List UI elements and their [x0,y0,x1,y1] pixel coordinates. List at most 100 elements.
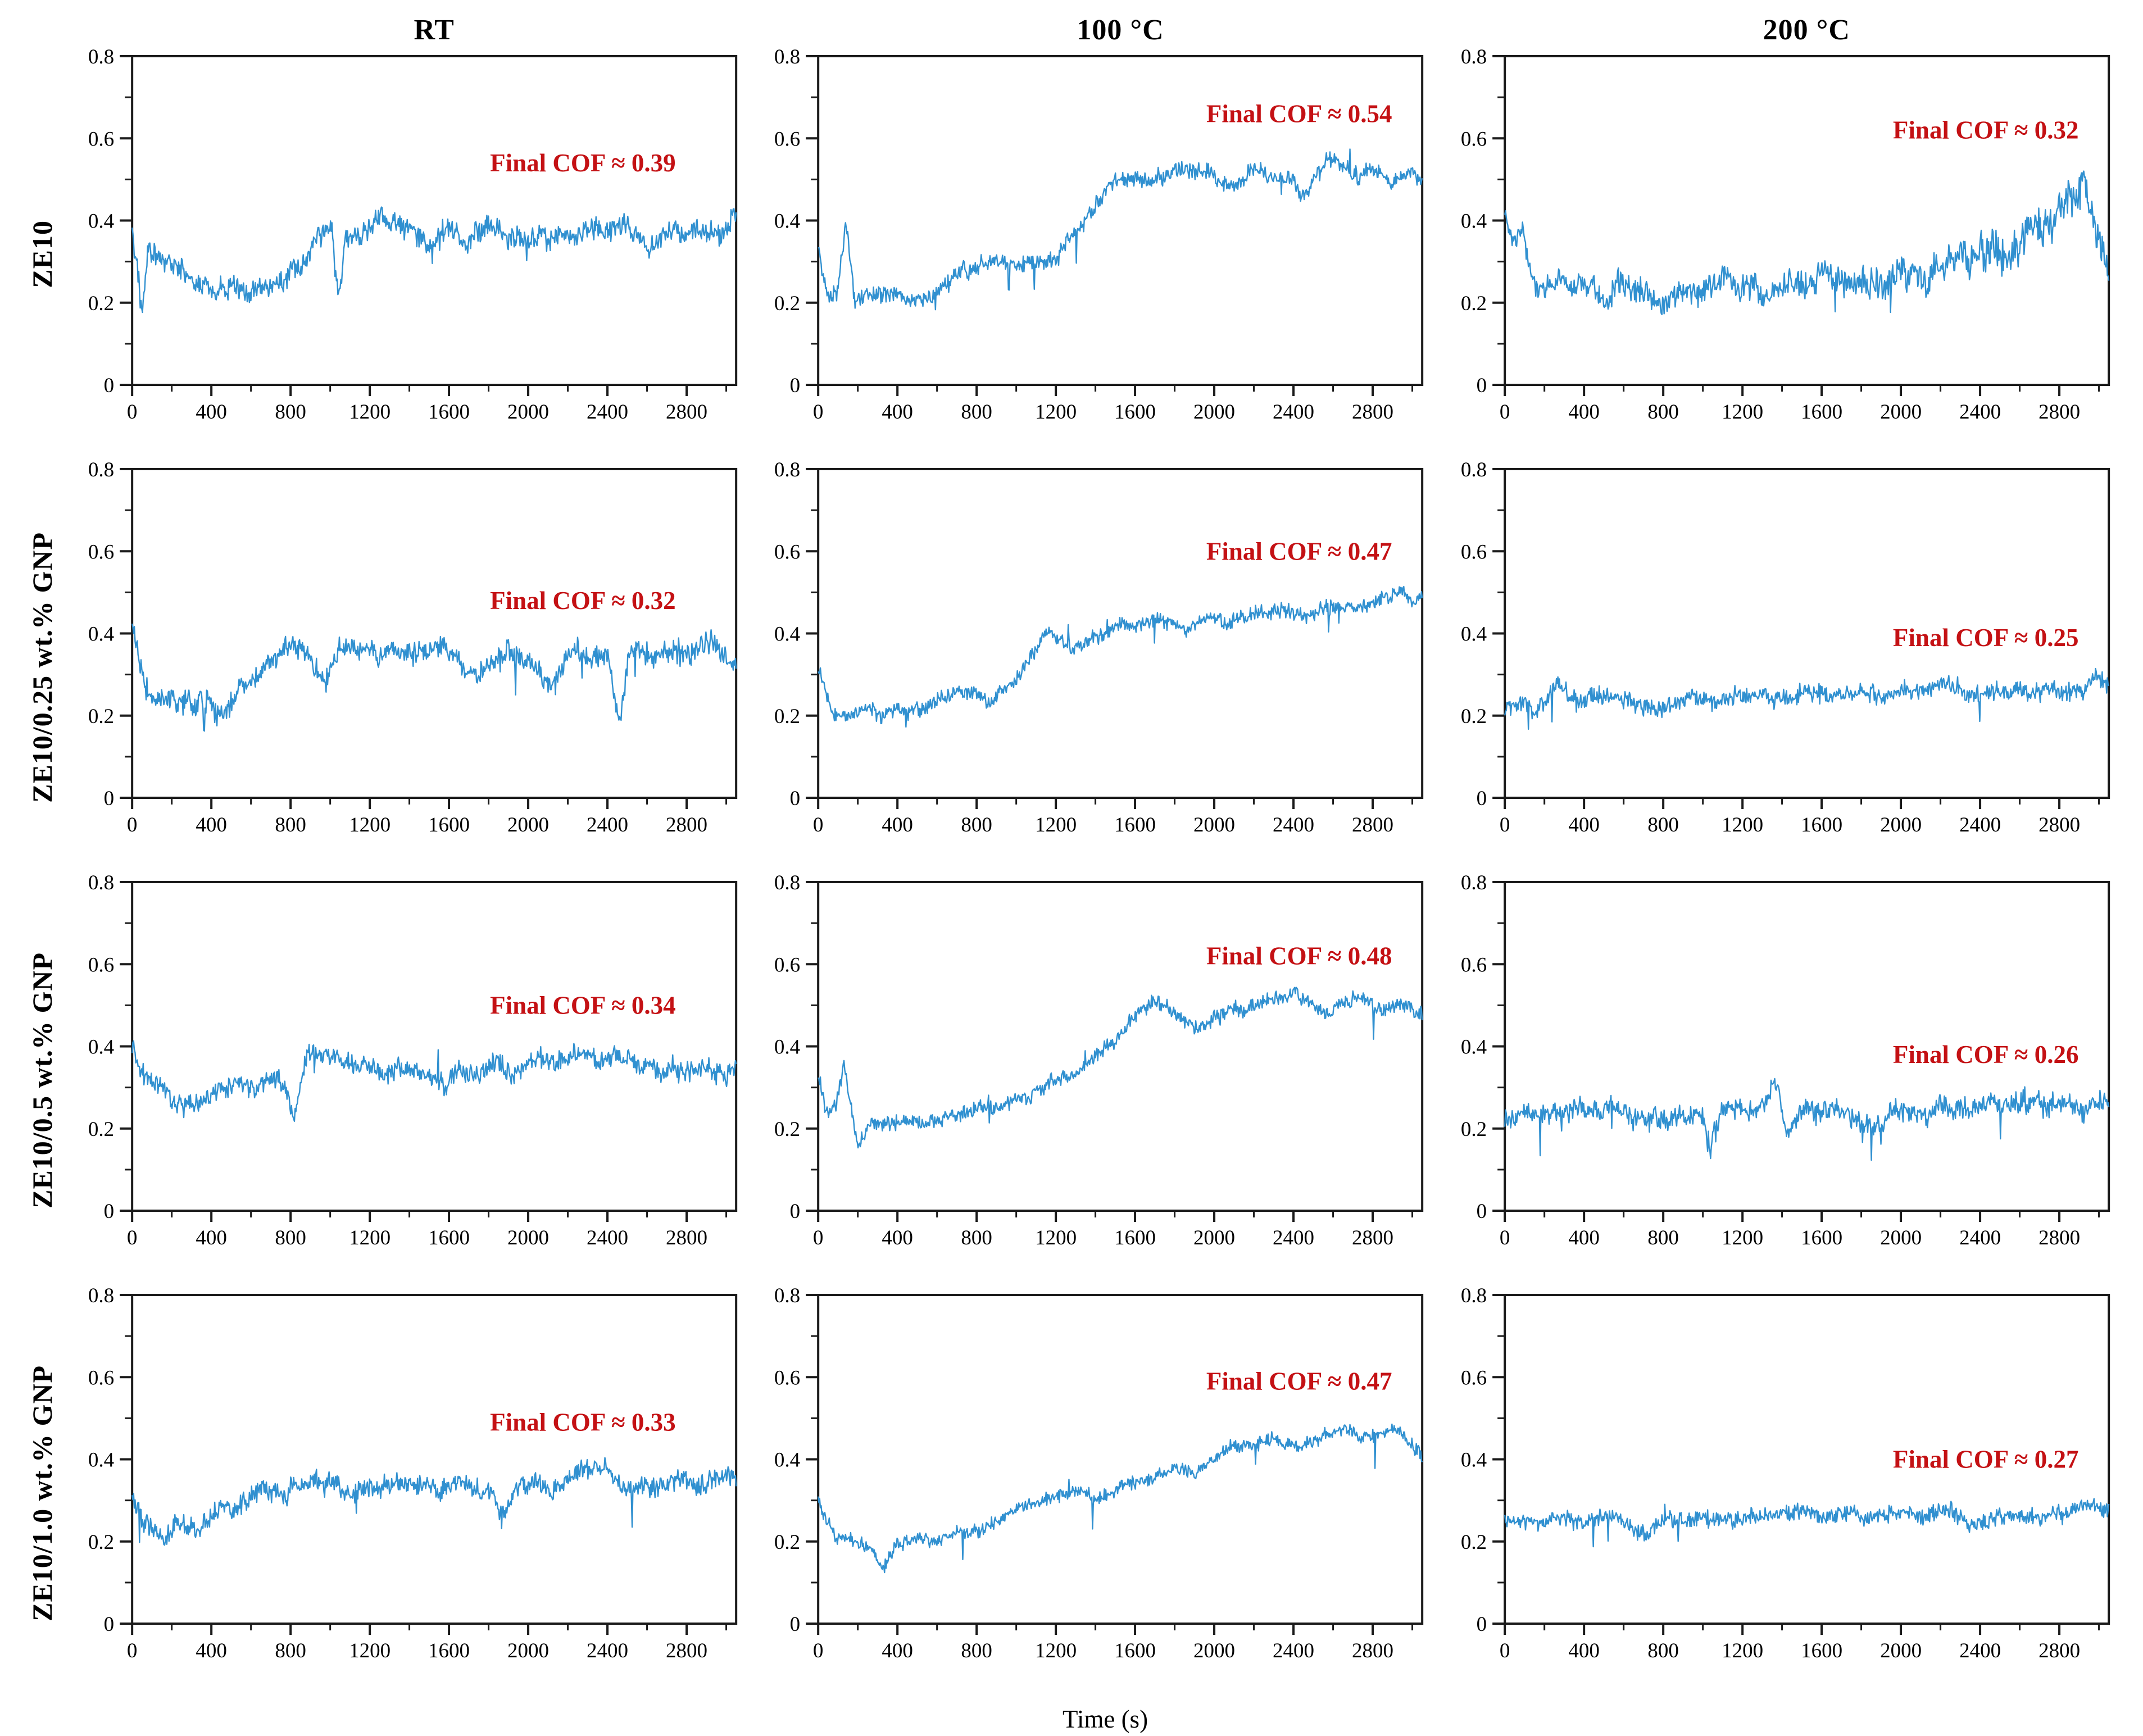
y-axis-tick-labels: 0 0.2 0.4 0.6 0.8 [1461,461,1487,810]
cof-chart: 0 0.2 0.4 0.6 0.8 0 400 800 1200 1600 2000 2400 280… [88,874,738,1249]
major-ticks [120,468,688,809]
final-cof-annotation: Final COF ≈ 0.25 [1893,624,2079,652]
svg-text:1200: 1200 [1035,1639,1077,1662]
minor-ticks [125,509,728,805]
chart-grid: ZE10 0 0.2 0.4 0.6 0.8 0 400 800 1200 1600 2000 24… [0,48,2143,1699]
svg-text:1600: 1600 [1114,1639,1156,1662]
minor-ticks [1497,509,2100,805]
svg-text:0.4: 0.4 [774,1449,800,1472]
svg-text:0.4: 0.4 [774,210,800,233]
x-axis-tick-labels: 0 400 800 1200 1600 2000 2400 2800 [127,814,707,837]
cof-line [131,1040,737,1122]
svg-text:2800: 2800 [666,814,707,837]
y-axis-tick-labels: 0 0.2 0.4 0.6 0.8 [1461,1287,1487,1636]
plot-frame [817,55,1424,386]
svg-text:2400: 2400 [1273,1226,1314,1249]
svg-text:2800: 2800 [666,1639,707,1662]
plot-frame [131,1294,738,1625]
major-ticks [1492,468,2060,809]
cof-line [1504,667,2109,730]
svg-text:0: 0 [813,814,824,837]
row-label: ZE10 [0,48,84,461]
x-axis-tick-labels: 0 400 800 1200 1600 2000 2400 2800 [1500,1226,2080,1249]
svg-text:0.4: 0.4 [88,623,114,646]
svg-text:400: 400 [1568,814,1600,837]
svg-text:400: 400 [1568,401,1600,424]
svg-text:2000: 2000 [507,814,549,837]
row-label: ZE10/0.5 wt.% GNP [0,874,84,1287]
svg-text:400: 400 [1568,1639,1600,1662]
svg-text:400: 400 [882,814,914,837]
svg-text:2000: 2000 [1193,814,1235,837]
svg-text:1600: 1600 [428,401,470,424]
cof-line [818,148,1423,311]
svg-text:800: 800 [1647,814,1679,837]
plot-frame [131,881,738,1212]
svg-text:2800: 2800 [1352,401,1393,424]
svg-text:2800: 2800 [1352,1639,1393,1662]
svg-text:0.8: 0.8 [1461,461,1487,481]
svg-text:1600: 1600 [1114,814,1156,837]
cof-line [818,1423,1423,1574]
svg-text:0: 0 [790,1200,801,1223]
x-axis-tick-labels: 0 400 800 1200 1600 2000 2400 2800 [813,1226,1393,1249]
plot-frame [1503,55,2110,386]
svg-text:2400: 2400 [1273,814,1314,837]
minor-ticks [811,96,1414,392]
y-axis-tick-labels: 0 0.2 0.4 0.6 0.8 [88,874,114,1223]
major-ticks [1492,1294,2060,1635]
row-label-text: ZE10/1.0 wt.% GNP [26,1365,58,1621]
x-axis-tick-labels: 0 400 800 1200 1600 2000 2400 2800 [1500,401,2080,424]
minor-ticks [811,1335,1414,1630]
svg-text:0: 0 [790,374,801,397]
svg-text:0: 0 [127,1639,138,1662]
svg-text:0.2: 0.2 [88,292,114,315]
column-title-rt: RT [414,14,455,46]
svg-text:0.4: 0.4 [88,1449,114,1472]
svg-text:1200: 1200 [1035,401,1077,424]
chart-row4-col2: 0 0.2 0.4 0.6 0.8 0 400 800 1200 1600 2000 2400 280… [770,1287,1456,1699]
svg-text:1200: 1200 [349,401,391,424]
plot-frame [131,468,738,799]
svg-text:0: 0 [104,374,115,397]
minor-ticks [1497,922,2100,1217]
column-title-200c: 200 °C [1763,14,1850,46]
svg-text:2800: 2800 [1352,814,1393,837]
svg-text:0: 0 [1500,401,1510,424]
chart-row3-col1: 0 0.2 0.4 0.6 0.8 0 400 800 1200 1600 2000 2400 280… [84,874,770,1287]
svg-text:0.8: 0.8 [88,1287,114,1307]
y-axis-tick-labels: 0 0.2 0.4 0.6 0.8 [774,874,800,1223]
svg-text:1200: 1200 [1722,1226,1763,1249]
svg-text:0.4: 0.4 [88,1036,114,1059]
x-axis-tick-labels: 0 400 800 1200 1600 2000 2400 2800 [127,1639,707,1662]
svg-text:0.2: 0.2 [88,1531,114,1554]
minor-ticks [125,1335,728,1630]
svg-text:0.2: 0.2 [88,705,114,728]
svg-text:800: 800 [961,1639,993,1662]
svg-text:0.4: 0.4 [1461,1449,1487,1472]
svg-text:0: 0 [1500,814,1510,837]
svg-text:2000: 2000 [507,1639,549,1662]
major-ticks [806,1294,1374,1635]
svg-text:2400: 2400 [587,1226,628,1249]
final-cof-annotation: Final COF ≈ 0.26 [1893,1040,2079,1069]
svg-text:400: 400 [196,814,227,837]
svg-text:800: 800 [961,401,993,424]
svg-text:800: 800 [275,814,306,837]
svg-text:1600: 1600 [428,1226,470,1249]
major-ticks [806,468,1374,809]
svg-text:0.8: 0.8 [1461,1287,1487,1307]
svg-text:400: 400 [196,1639,227,1662]
svg-text:0: 0 [127,814,138,837]
cof-chart: 0 0.2 0.4 0.6 0.8 0 400 800 1200 1600 2000 2400 280… [88,461,738,837]
cof-line [131,623,737,732]
svg-text:2400: 2400 [1273,401,1314,424]
svg-text:0.6: 0.6 [88,540,114,563]
svg-text:1600: 1600 [1114,1226,1156,1249]
svg-text:2400: 2400 [1959,1226,2001,1249]
svg-text:2800: 2800 [2038,401,2080,424]
row-label: ZE10/0.25 wt.% GNP [0,461,84,874]
svg-text:1200: 1200 [1722,401,1763,424]
svg-text:0: 0 [1476,374,1487,397]
svg-text:0.2: 0.2 [774,705,800,728]
